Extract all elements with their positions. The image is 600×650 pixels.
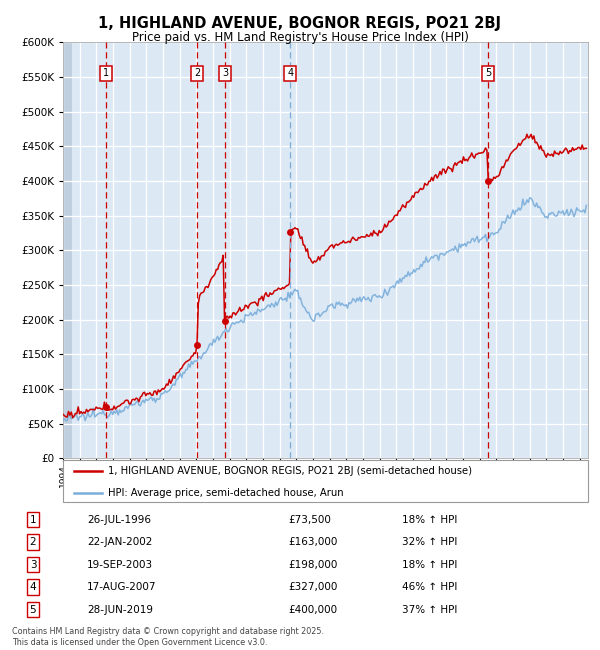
Text: 5: 5	[29, 604, 37, 614]
Text: 22-JAN-2002: 22-JAN-2002	[87, 537, 152, 547]
Text: 17-AUG-2007: 17-AUG-2007	[87, 582, 157, 592]
Text: 26-JUL-1996: 26-JUL-1996	[87, 515, 151, 525]
Text: £400,000: £400,000	[288, 604, 337, 614]
Text: 3: 3	[29, 560, 37, 569]
Text: 18% ↑ HPI: 18% ↑ HPI	[402, 560, 457, 569]
Text: 4: 4	[287, 68, 293, 79]
Text: 32% ↑ HPI: 32% ↑ HPI	[402, 537, 457, 547]
Text: 4: 4	[29, 582, 37, 592]
Text: 5: 5	[485, 68, 491, 79]
Text: 28-JUN-2019: 28-JUN-2019	[87, 604, 153, 614]
Text: 2: 2	[194, 68, 200, 79]
Text: 18% ↑ HPI: 18% ↑ HPI	[402, 515, 457, 525]
Text: 19-SEP-2003: 19-SEP-2003	[87, 560, 153, 569]
Text: £73,500: £73,500	[288, 515, 331, 525]
Text: Price paid vs. HM Land Registry's House Price Index (HPI): Price paid vs. HM Land Registry's House …	[131, 31, 469, 44]
Text: Contains HM Land Registry data © Crown copyright and database right 2025.
This d: Contains HM Land Registry data © Crown c…	[12, 627, 324, 647]
FancyBboxPatch shape	[63, 460, 588, 502]
Text: 3: 3	[222, 68, 228, 79]
Text: 1, HIGHLAND AVENUE, BOGNOR REGIS, PO21 2BJ (semi-detached house): 1, HIGHLAND AVENUE, BOGNOR REGIS, PO21 2…	[107, 467, 472, 476]
Text: 1, HIGHLAND AVENUE, BOGNOR REGIS, PO21 2BJ: 1, HIGHLAND AVENUE, BOGNOR REGIS, PO21 2…	[98, 16, 502, 31]
Text: 2: 2	[29, 537, 37, 547]
Text: 37% ↑ HPI: 37% ↑ HPI	[402, 604, 457, 614]
Text: £327,000: £327,000	[288, 582, 337, 592]
Text: 1: 1	[103, 68, 109, 79]
Text: 46% ↑ HPI: 46% ↑ HPI	[402, 582, 457, 592]
Text: £163,000: £163,000	[288, 537, 337, 547]
Text: £198,000: £198,000	[288, 560, 337, 569]
Text: HPI: Average price, semi-detached house, Arun: HPI: Average price, semi-detached house,…	[107, 488, 343, 497]
Text: 1: 1	[29, 515, 37, 525]
